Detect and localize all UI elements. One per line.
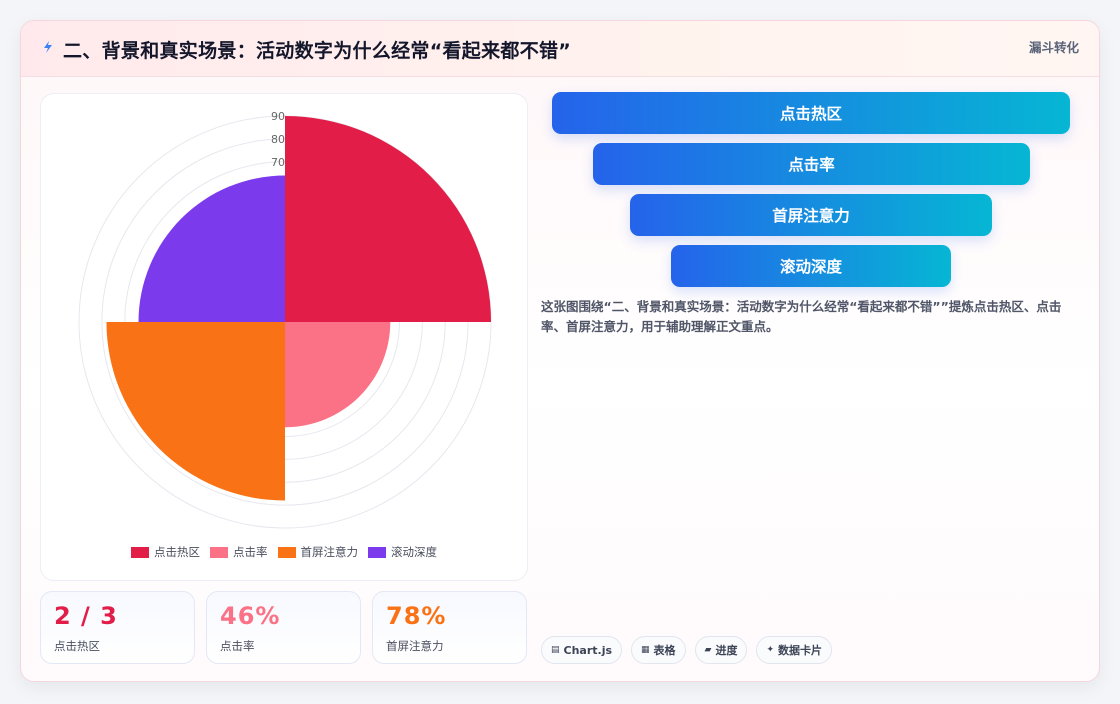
polar-sector[interactable] bbox=[106, 322, 285, 501]
chip-label: 数据卡片 bbox=[778, 644, 823, 657]
stat-card: 46% 点击率 bbox=[206, 591, 361, 664]
progress-icon: ▰ bbox=[704, 645, 712, 655]
chart-description: 这张图围绕“二、背景和真实场景：活动数字为什么经常“看起来都不错””提炼点击热区… bbox=[541, 299, 1062, 334]
stat-label: 首屏注意力 bbox=[386, 639, 444, 653]
legend-label: 滚动深度 bbox=[391, 545, 437, 559]
funnel-stage: 滚动深度 bbox=[671, 245, 951, 287]
legend-swatch bbox=[277, 546, 296, 558]
stat-value: 2 / 3 bbox=[54, 602, 118, 630]
category-tag: 漏斗转化 bbox=[1028, 40, 1079, 55]
header: 二、背景和真实场景：活动数字为什么经常“看起来都不错” 漏斗转化 bbox=[21, 21, 1099, 77]
funnel-stage: 点击热区 bbox=[552, 92, 1070, 134]
chip-label: Chart.js bbox=[563, 643, 613, 657]
chart-legend: 点击热区 点击率 首屏注意力 滚动深度 bbox=[41, 544, 527, 560]
stat-value: 78% bbox=[386, 602, 447, 630]
sparkle-icon: ✦ bbox=[766, 645, 775, 655]
polar-chart: 90 80 70 点击热区 点击率 首屏注意力 滚动深度 bbox=[40, 93, 528, 581]
chip-data-card[interactable]: ✦ 数据卡片 bbox=[756, 636, 833, 664]
lightning-icon bbox=[44, 41, 52, 53]
legend-label: 首屏注意力 bbox=[300, 545, 359, 559]
page-title: 二、背景和真实场景：活动数字为什么经常“看起来都不错” bbox=[63, 40, 572, 62]
polar-sector[interactable] bbox=[138, 175, 285, 322]
legend-item[interactable]: 滚动深度 bbox=[368, 544, 437, 560]
tick-label: 90 bbox=[271, 110, 285, 123]
legend-item[interactable]: 点击热区 bbox=[131, 544, 200, 560]
legend-swatch bbox=[210, 546, 228, 558]
legend-label: 点击率 bbox=[233, 545, 268, 559]
tick-label: 80 bbox=[271, 133, 285, 146]
tag-chips: ▤ Chart.js ▦ 表格 ▰ 进度 ✦ 数据卡片 bbox=[541, 636, 833, 664]
stat-value: 46% bbox=[220, 602, 281, 630]
legend-label: 点击热区 bbox=[154, 545, 200, 559]
legend-item[interactable]: 首屏注意力 bbox=[277, 544, 359, 560]
chip-progress[interactable]: ▰ 进度 bbox=[694, 636, 748, 664]
stat-card: 2 / 3 点击热区 bbox=[40, 591, 195, 664]
chip-label: 表格 bbox=[653, 644, 676, 657]
funnel-stage: 首屏注意力 bbox=[630, 194, 992, 236]
main-card: 二、背景和真实场景：活动数字为什么经常“看起来都不错” 漏斗转化 90 80 70 … bbox=[20, 20, 1100, 682]
stat-label: 点击率 bbox=[220, 639, 255, 653]
polar-chart-svg: 90 80 70 bbox=[78, 110, 492, 529]
polar-sector[interactable] bbox=[285, 116, 491, 322]
chart-icon: ▤ bbox=[551, 645, 560, 655]
chip-chartjs[interactable]: ▤ Chart.js bbox=[541, 636, 623, 664]
stat-card: 78% 首屏注意力 bbox=[372, 591, 527, 664]
legend-swatch bbox=[368, 546, 386, 558]
tick-label: 70 bbox=[271, 156, 285, 169]
polar-sector[interactable] bbox=[285, 322, 391, 428]
legend-item[interactable]: 点击率 bbox=[210, 544, 268, 560]
table-icon: ▦ bbox=[641, 645, 650, 655]
legend-swatch bbox=[131, 546, 149, 558]
chip-label: 进度 bbox=[715, 644, 738, 657]
stat-label: 点击热区 bbox=[54, 639, 100, 653]
chip-table[interactable]: ▦ 表格 bbox=[631, 636, 686, 664]
funnel-stage: 点击率 bbox=[593, 143, 1030, 185]
